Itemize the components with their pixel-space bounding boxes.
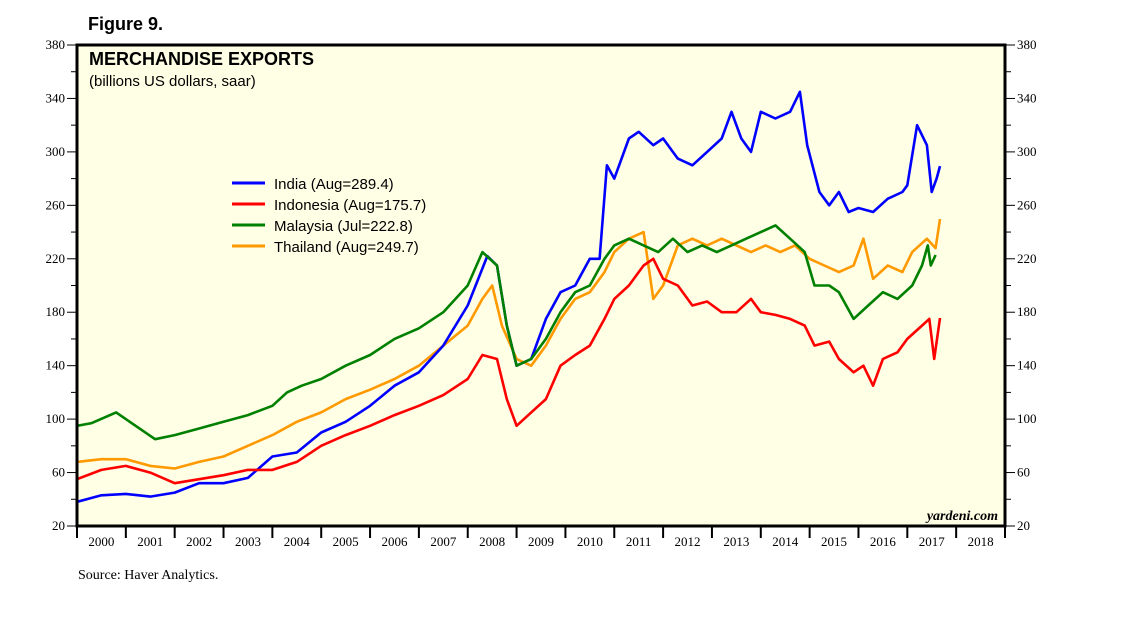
legend-label: Malaysia (Jul=222.8): [274, 218, 413, 235]
x-tick-label: 2006: [381, 534, 408, 549]
figure-label: Figure 9.: [88, 14, 164, 34]
y-tick-label-right: 100: [1017, 411, 1037, 426]
series-line-thailand: [77, 218, 942, 470]
x-tick-label: 2001: [137, 534, 163, 549]
series-line-malaysia: [77, 224, 937, 441]
y-tick-label-left: 220: [46, 251, 66, 266]
legend-label: India (Aug=289.4): [274, 176, 394, 193]
y-tick-label-right: 60: [1017, 465, 1030, 480]
x-tick-label: 2007: [430, 534, 457, 549]
y-tick-label-right: 140: [1017, 358, 1037, 373]
x-tick-label: 2017: [919, 534, 946, 549]
chart-subtitle: (billions US dollars, saar): [89, 73, 256, 90]
x-tick-label: 2013: [723, 534, 749, 549]
x-tick-label: 2005: [333, 534, 359, 549]
y-tick-label-left: 340: [46, 90, 66, 105]
y-tick-label-left: 380: [46, 37, 66, 52]
y-tick-label-right: 300: [1017, 144, 1037, 159]
legend-label: Indonesia (Aug=175.7): [274, 197, 426, 214]
y-tick-label-left: 100: [46, 411, 66, 426]
x-tick-label: 2016: [870, 534, 897, 549]
x-tick-label: 2009: [528, 534, 554, 549]
x-tick-label: 2014: [772, 534, 799, 549]
y-tick-label-left: 60: [52, 465, 65, 480]
series-line-indonesia: [77, 257, 942, 485]
chart-title: MERCHANDISE EXPORTS: [89, 49, 314, 69]
x-tick-label: 2011: [626, 534, 652, 549]
y-tick-label-right: 340: [1017, 90, 1037, 105]
y-tick-label-left: 260: [46, 197, 66, 212]
y-tick-label-left: 180: [46, 304, 66, 319]
x-tick-label: 2012: [675, 534, 701, 549]
x-tick-label: 2003: [235, 534, 261, 549]
y-tick-label-right: 20: [1017, 518, 1030, 533]
y-tick-label-right: 180: [1017, 304, 1037, 319]
x-tick-label: 2010: [577, 534, 603, 549]
plot-background: [77, 45, 1005, 526]
y-tick-label-right: 380: [1017, 37, 1037, 52]
watermark: yardeni.com: [925, 509, 998, 524]
y-tick-label-right: 260: [1017, 197, 1037, 212]
x-tick-label: 2008: [479, 534, 505, 549]
y-tick-label-right: 220: [1017, 251, 1037, 266]
x-tick-label: 2004: [284, 534, 311, 549]
x-tick-label: 2015: [821, 534, 847, 549]
legend-label: Thailand (Aug=249.7): [274, 239, 419, 256]
x-tick-label: 2018: [968, 534, 994, 549]
y-tick-label-left: 20: [52, 518, 65, 533]
plot-frame: [75, 43, 1007, 528]
y-tick-label-left: 300: [46, 144, 66, 159]
x-tick-label: 2000: [88, 534, 114, 549]
series-line-india: [77, 90, 942, 504]
source-note: Source: Haver Analytics.: [78, 568, 219, 583]
x-tick-label: 2002: [186, 534, 212, 549]
y-tick-label-left: 140: [46, 358, 66, 373]
